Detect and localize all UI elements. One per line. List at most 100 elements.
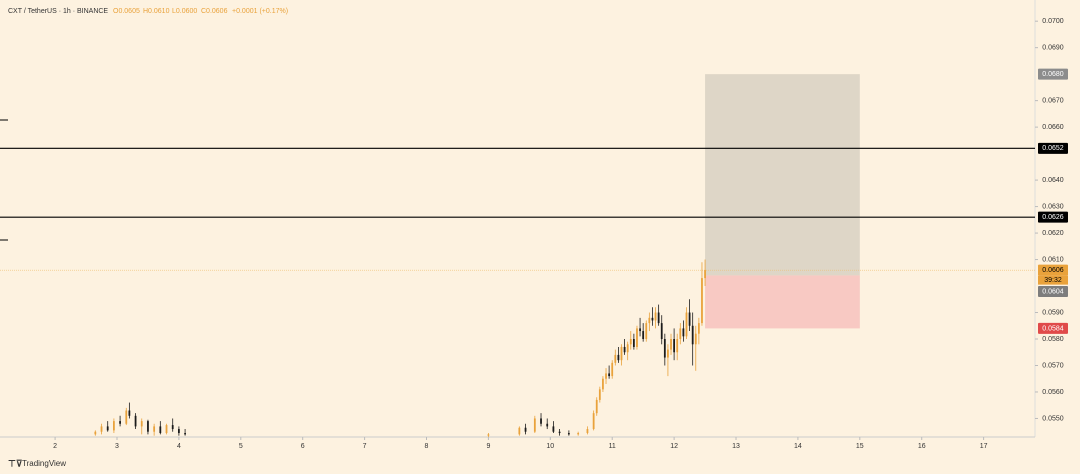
brand-logo: ⊤⊽ — [8, 458, 22, 468]
y-tick-label: 0.0620 — [1042, 230, 1064, 237]
candle-body — [586, 429, 589, 434]
candle-body — [620, 346, 623, 361]
brand: TradingView — [22, 459, 66, 468]
target-zone — [705, 74, 860, 276]
candle-body — [147, 421, 149, 432]
candle-body — [679, 328, 682, 340]
candle-body — [654, 312, 657, 321]
candle-body — [605, 373, 607, 379]
candle-body — [704, 270, 706, 279]
y-tick-label: 0.0610 — [1042, 256, 1064, 263]
countdown-bg — [1038, 275, 1068, 285]
candle-body — [165, 425, 168, 434]
x-tick-label: 4 — [177, 443, 181, 450]
x-tick-label: 15 — [856, 443, 864, 450]
open: O0.0605 — [113, 8, 140, 15]
candle-body — [685, 312, 688, 337]
y-tick-label: 0.0550 — [1042, 415, 1064, 422]
hline-label: 0.0652 — [1042, 145, 1064, 152]
candle-body — [159, 426, 162, 434]
candle-body — [112, 421, 115, 431]
candle-body — [645, 323, 648, 340]
candle-body — [629, 339, 632, 345]
candle-body — [608, 373, 611, 377]
candle-body — [540, 418, 542, 424]
candle-body — [533, 418, 536, 432]
current-price-label-bg — [1038, 264, 1068, 276]
low: L0.0600 — [172, 8, 197, 15]
candle-body — [184, 433, 186, 435]
candle-body — [642, 331, 645, 340]
candle-body — [487, 434, 490, 436]
entry-label-bg — [1038, 285, 1068, 297]
candle-body — [177, 429, 180, 434]
hline-label-bg — [1038, 142, 1068, 154]
target-label: 0.0680 — [1042, 71, 1064, 78]
y-tick-label: 0.0700 — [1042, 18, 1064, 25]
candle-body — [617, 354, 620, 361]
candle-body — [125, 410, 128, 424]
candle-body — [651, 317, 654, 321]
candle-body — [567, 433, 570, 435]
candle-body — [676, 339, 679, 353]
candle-body — [577, 433, 580, 435]
x-tick-label: 3 — [115, 443, 119, 450]
stop-label-bg — [1038, 322, 1068, 334]
x-tick-label: 10 — [546, 443, 554, 450]
candle-body — [171, 425, 174, 430]
candle-body — [106, 426, 109, 431]
x-tick-label: 16 — [918, 443, 926, 450]
candle-body — [639, 328, 641, 332]
header: CXT / TetherUS · 1h · BINANCE O0.0605 H0… — [8, 8, 288, 15]
candle-body — [558, 431, 561, 434]
hline-label: 0.0626 — [1042, 214, 1064, 221]
close: C0.0606 — [201, 8, 228, 15]
candle-body — [663, 339, 666, 358]
candle-body — [552, 426, 555, 432]
candle-body — [648, 317, 651, 324]
stop-zone — [705, 275, 860, 329]
change: +0.0001 (+0.17%) — [232, 8, 288, 15]
candle-body — [691, 325, 694, 345]
x-tick-label: 17 — [980, 443, 988, 450]
candle-body — [100, 426, 103, 432]
candle-body — [546, 423, 549, 427]
candle-body — [657, 312, 660, 324]
candle-body — [119, 421, 121, 424]
x-tick-label: 5 — [239, 443, 243, 450]
x-tick-label: 7 — [363, 443, 367, 450]
y-tick-label: 0.0590 — [1042, 309, 1064, 316]
y-tick-label: 0.0580 — [1042, 336, 1064, 343]
candle-body — [128, 410, 131, 416]
y-tick-label: 0.0660 — [1042, 124, 1064, 131]
candle-body — [673, 339, 676, 353]
high: H0.0610 — [143, 8, 170, 15]
candle-body — [626, 344, 629, 353]
candle-body — [611, 362, 614, 377]
candle-body — [632, 339, 635, 347]
x-tick-label: 9 — [486, 443, 490, 450]
x-tick-label: 14 — [794, 443, 802, 450]
candle-body — [660, 323, 663, 340]
stop-label: 0.0584 — [1042, 325, 1064, 332]
candle-body — [697, 323, 700, 334]
candle-body — [140, 421, 143, 427]
candle-body — [636, 328, 638, 347]
countdown: 39:32 — [1044, 277, 1062, 284]
candle-body — [667, 349, 669, 358]
candle-body — [602, 378, 604, 390]
y-tick-label: 0.0690 — [1042, 45, 1064, 52]
candle-body — [614, 354, 617, 363]
y-tick-label: 0.0570 — [1042, 362, 1064, 369]
candle-body — [623, 346, 626, 353]
x-tick-label: 13 — [732, 443, 740, 450]
candle-body — [688, 312, 691, 326]
candle-body — [682, 328, 685, 337]
candle-body — [595, 399, 598, 414]
current-price-label: 0.0606 — [1042, 267, 1064, 274]
candle-body — [524, 427, 527, 432]
candle-body — [670, 339, 672, 350]
candle-body — [592, 413, 595, 430]
